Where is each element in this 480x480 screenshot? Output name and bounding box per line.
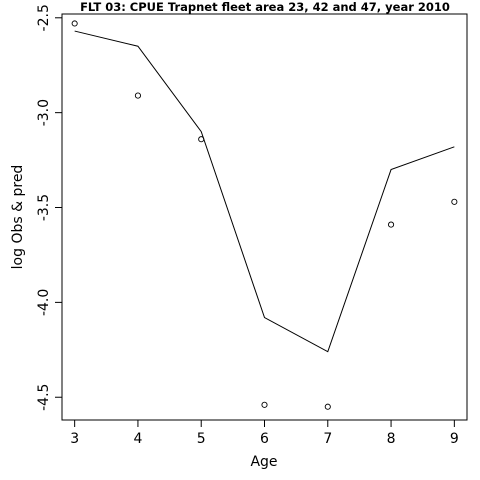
y-axis-label: log Obs & pred xyxy=(10,165,26,270)
y-tick-label: -3.0 xyxy=(36,99,52,126)
series-layer xyxy=(71,20,458,410)
x-tick-label: 6 xyxy=(260,431,269,447)
x-tick-label: 9 xyxy=(450,431,459,447)
x-axis-label: Age xyxy=(250,454,277,470)
y-tick-label: -4.5 xyxy=(36,384,52,411)
observed-point xyxy=(451,198,458,205)
observed-point xyxy=(134,92,141,99)
observed-point xyxy=(261,401,268,408)
observed-point xyxy=(388,221,395,228)
x-tick-label: 7 xyxy=(323,431,332,447)
x-tick-label: 4 xyxy=(133,431,142,447)
y-tick-label: -2.5 xyxy=(36,4,52,31)
predicted-line xyxy=(74,30,455,353)
x-tick-label: 3 xyxy=(70,431,79,447)
y-axis: -2.5 -3.0 -3.5 -4.0 -4.5 xyxy=(36,4,62,411)
x-tick-label: 8 xyxy=(387,431,396,447)
observed-point xyxy=(324,403,331,410)
x-axis: 3 4 5 6 7 8 9 xyxy=(70,420,459,447)
y-tick-label: -4.0 xyxy=(36,289,52,316)
y-tick-label: -3.5 xyxy=(36,194,52,221)
plot-frame xyxy=(61,13,468,421)
x-tick-label: 5 xyxy=(197,431,206,447)
observed-point xyxy=(71,20,78,27)
chart-title: FLT 03: CPUE Trapnet fleet area 23, 42 a… xyxy=(80,0,450,14)
